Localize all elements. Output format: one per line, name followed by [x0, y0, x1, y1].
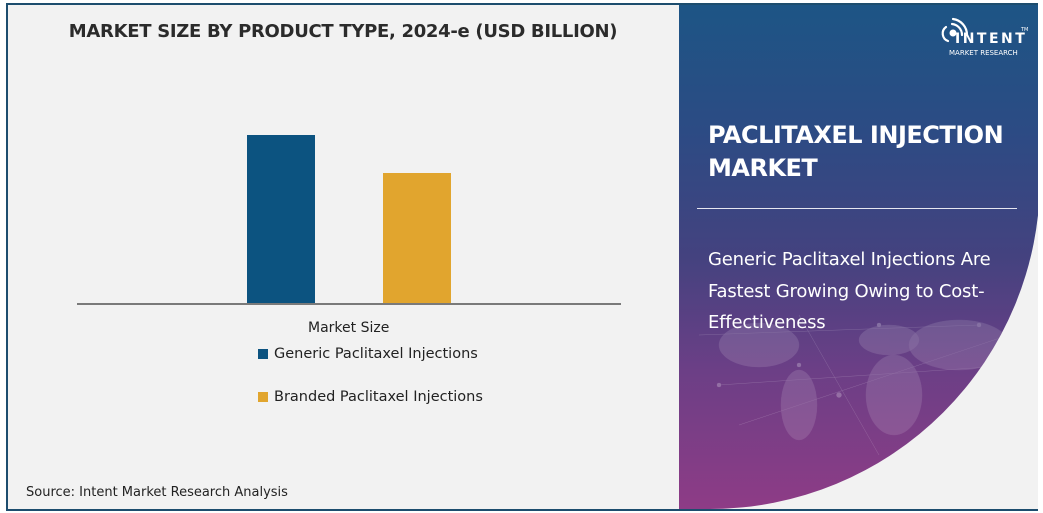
bar-branded-paclitaxel: [383, 173, 451, 303]
plot-area: [77, 105, 621, 305]
summary-panel: INTENT TM MARKET RESEARCH PACLITAXEL INJ…: [679, 5, 1038, 509]
logo-name: INTENT: [955, 31, 1028, 47]
legend-item-branded: Branded Paclitaxel Injections: [258, 389, 483, 405]
bar-generic-paclitaxel: [247, 135, 315, 303]
market-title: PACLITAXEL INJECTION MARKET: [708, 121, 1004, 182]
source-note: Source: Intent Market Research Analysis: [26, 485, 288, 500]
legend-label: Generic Paclitaxel Injections: [274, 346, 478, 362]
legend-item-generic: Generic Paclitaxel Injections: [258, 346, 478, 362]
legend-title: Market Size: [308, 320, 390, 336]
legend-swatch-icon: [258, 349, 268, 359]
logo-trademark: TM: [1021, 27, 1029, 33]
infographic-frame: MARKET SIZE BY PRODUCT TYPE, 2024-e (USD…: [6, 3, 1038, 511]
legend-label: Branded Paclitaxel Injections: [274, 389, 483, 405]
wifi-signal-icon: [941, 17, 969, 43]
world-map-network-icon: [698, 314, 1020, 456]
logo-subtitle: MARKET RESEARCH: [949, 49, 1018, 57]
legend-swatch-icon: [258, 392, 268, 402]
chart-title: MARKET SIZE BY PRODUCT TYPE, 2024-e (USD…: [68, 21, 618, 42]
intent-logo: INTENT TM MARKET RESEARCH: [931, 13, 1031, 63]
divider: [697, 208, 1017, 209]
key-highlight: Generic Paclitaxel Injections Are Fastes…: [708, 249, 991, 333]
x-axis-line: [77, 303, 621, 305]
chart-panel: MARKET SIZE BY PRODUCT TYPE, 2024-e (USD…: [8, 5, 678, 509]
